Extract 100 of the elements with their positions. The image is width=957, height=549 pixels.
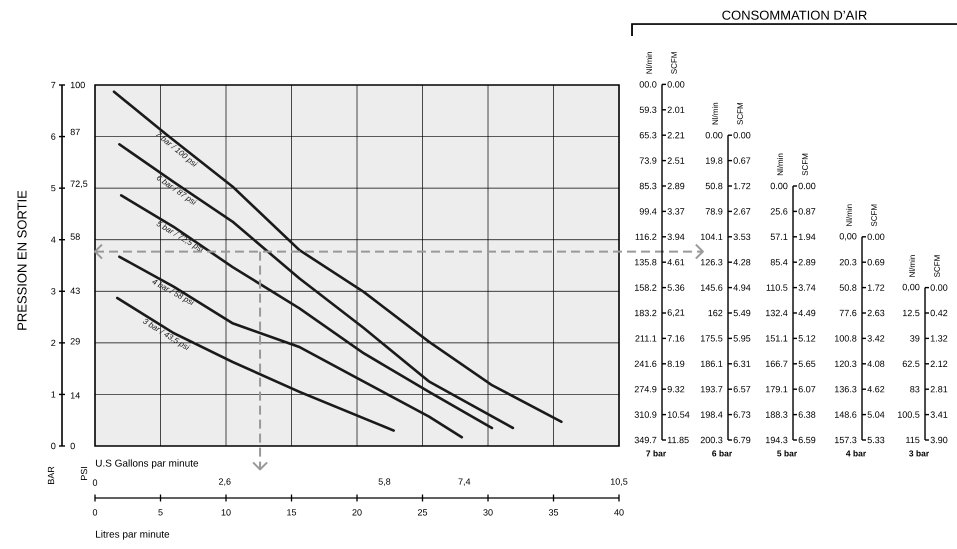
- text: 7.16: [668, 335, 684, 342]
- category-label: 0.00: [770, 182, 788, 190]
- category-label: 135.8: [634, 259, 656, 266]
- text: SCFM: [671, 52, 677, 74]
- text: 0.00: [798, 182, 816, 190]
- category-label: 12.5: [902, 310, 920, 316]
- text: 3.42: [868, 335, 884, 342]
- category-label: 151.1: [766, 335, 788, 342]
- text: 3.90: [930, 436, 948, 444]
- text: 0.00: [868, 234, 884, 240]
- text: Nl/min: [777, 154, 783, 176]
- text: 2.89: [798, 259, 816, 266]
- text: BAR: [48, 466, 54, 484]
- category-label: 39: [910, 335, 920, 342]
- category-label: 193.7: [700, 386, 722, 392]
- category-label: 85.4: [770, 259, 788, 266]
- text: 0.00: [668, 81, 684, 88]
- category-label: 175.5: [700, 335, 722, 342]
- text: 7 bar: [646, 450, 666, 456]
- text: 3.74: [798, 284, 816, 291]
- text: 5.33: [868, 436, 884, 444]
- text: CONSOMMATION D’AIR: [722, 10, 867, 20]
- x-tick-label: 0: [92, 509, 98, 516]
- category-label: 78.9: [706, 208, 722, 215]
- text: 5.12: [798, 335, 816, 342]
- category-label: 25.6: [770, 208, 788, 215]
- category-label: 00.0: [640, 81, 656, 88]
- category-label: 194.3: [766, 436, 788, 444]
- category-label: 83: [910, 386, 920, 392]
- category-label: 77.6: [840, 310, 856, 316]
- category-label: 0.00: [706, 132, 722, 138]
- category-label: 100.5: [898, 411, 920, 418]
- category-label: 115: [906, 436, 920, 444]
- text: 8.19: [668, 360, 684, 367]
- line-series: [112, 90, 563, 424]
- text: 3.37: [668, 208, 684, 215]
- text: 0.87: [798, 208, 816, 215]
- text: 0.42: [930, 310, 948, 316]
- x-tick-label: 10: [222, 509, 231, 516]
- category-label: 57.1: [770, 234, 788, 240]
- text: Nl/min: [909, 255, 915, 277]
- x-tick-label: 40: [614, 509, 624, 516]
- text: 2.81: [930, 386, 948, 392]
- y2-tick-label: 0: [70, 442, 75, 450]
- text: 1.72: [734, 182, 750, 190]
- category-label: 120.3: [834, 360, 856, 367]
- y-tick-label: 1: [51, 391, 56, 398]
- text: 2.89: [668, 182, 684, 190]
- text: 6.38: [798, 411, 816, 418]
- x-axis-title: Litres par minute: [96, 530, 170, 540]
- category-label: 157.3: [834, 436, 856, 444]
- category-label: 104.1: [700, 234, 722, 240]
- x2-tick-label: 7,4: [458, 478, 470, 486]
- category-label: 126.3: [700, 259, 722, 266]
- x-tick-label: 20: [352, 509, 362, 516]
- text: 6.79: [734, 436, 750, 444]
- text: SCFM: [871, 204, 877, 226]
- x2-tick-label: 10,5: [610, 478, 628, 486]
- text: 5.04: [868, 411, 884, 418]
- y-tick-label: 5: [51, 184, 56, 192]
- text: 2.21: [668, 132, 684, 138]
- category-label: 50.8: [706, 182, 722, 190]
- text: 4.28: [733, 259, 750, 266]
- text: Nl/min: [712, 102, 718, 124]
- text: 4 bar: [846, 450, 866, 456]
- text: 4 bar / 58 psi: [152, 280, 195, 306]
- text: 10.54: [668, 411, 690, 418]
- text: 2.01: [668, 106, 684, 113]
- text: Nl/min: [646, 52, 652, 74]
- category-label: 166.7: [766, 360, 788, 367]
- x-tick-label: 15: [287, 509, 296, 516]
- text: 3.53: [734, 234, 750, 240]
- category-label: 132.4: [766, 310, 788, 316]
- y-tick-label: 6: [51, 133, 56, 140]
- text: 2.12: [930, 360, 948, 367]
- text: 6.57: [734, 386, 750, 392]
- text: 6.73: [734, 411, 750, 418]
- x2-tick-label: 2,6: [218, 478, 231, 486]
- category-label: 100.8: [834, 335, 856, 342]
- category-label: 349.7: [634, 436, 656, 444]
- x2-tick-label: 0: [92, 479, 98, 486]
- line-series: [118, 255, 464, 439]
- text: 5.65: [798, 360, 816, 367]
- y2-tick-label: 58: [70, 233, 80, 240]
- category-label: 158.2: [634, 284, 656, 291]
- y-tick-label: 0: [51, 442, 56, 450]
- category-label: 59.3: [640, 106, 656, 113]
- text: 4.61: [667, 259, 684, 266]
- category-label: 50.8: [840, 284, 856, 291]
- text: 11.85: [668, 436, 689, 444]
- category-label: 183.2: [634, 310, 656, 316]
- category-label: 116.2: [636, 234, 656, 240]
- x-tick-label: 5: [158, 509, 163, 516]
- y-tick-label: 3: [51, 288, 56, 294]
- text: 6.31: [734, 360, 750, 367]
- y2-tick-label: 14: [70, 392, 80, 399]
- category-label: 186.1: [700, 360, 722, 367]
- text: 6 bar / 87 psi: [156, 176, 198, 205]
- text: 0.69: [868, 259, 884, 266]
- category-label: 20.3: [840, 259, 856, 266]
